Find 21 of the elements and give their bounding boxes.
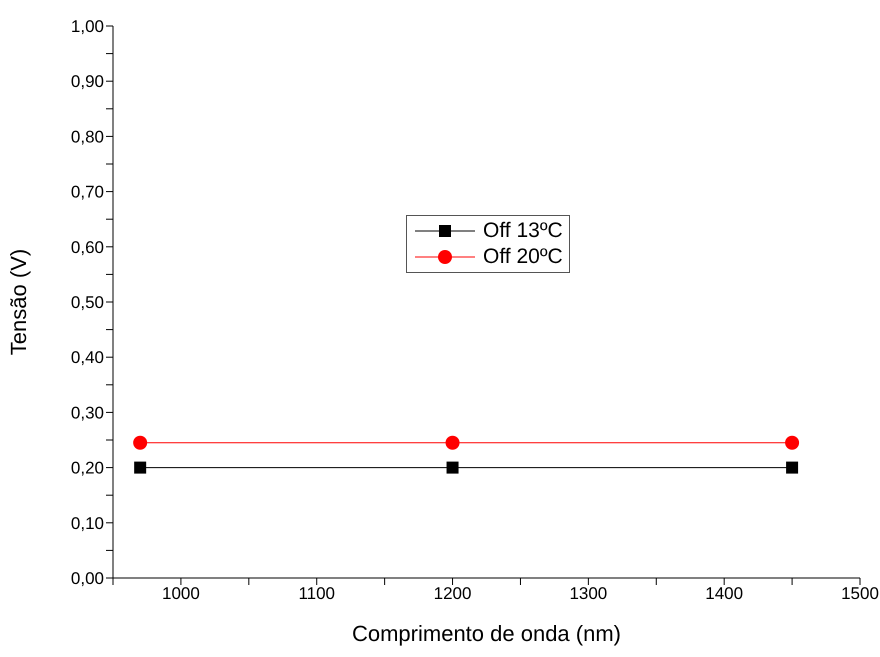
legend-label: Off 20ºC [483,245,563,269]
y-tick-label: 0,60 [70,238,104,257]
y-tick-label: 0,20 [70,458,104,478]
x-tick-label: 1100 [298,584,336,604]
y-tick-label: 0,40 [70,348,104,368]
x-tick-label: 1500 [841,584,879,604]
legend-label: Off 13ºC [483,219,563,243]
y-tick-label: 1,00 [70,17,104,36]
x-tick-label: 1200 [434,584,472,604]
y-tick-label: 0,30 [70,403,104,422]
y-tick-label: 0,90 [70,72,104,92]
y-tick-label: 0,80 [70,127,104,146]
y-axis-title: Tensão (V) [6,248,31,356]
x-axis-title: Comprimento de onda (nm) [352,621,622,646]
y-tick-label: 0,50 [70,293,104,312]
y-tick-label: 0,00 [70,569,104,588]
x-tick-label: 1000 [162,584,200,604]
y-tick-label: 0,70 [70,182,104,202]
x-tick-label: 1400 [705,584,744,604]
x-tick-label: 1300 [569,584,608,604]
y-tick-label: 0,10 [70,514,104,533]
